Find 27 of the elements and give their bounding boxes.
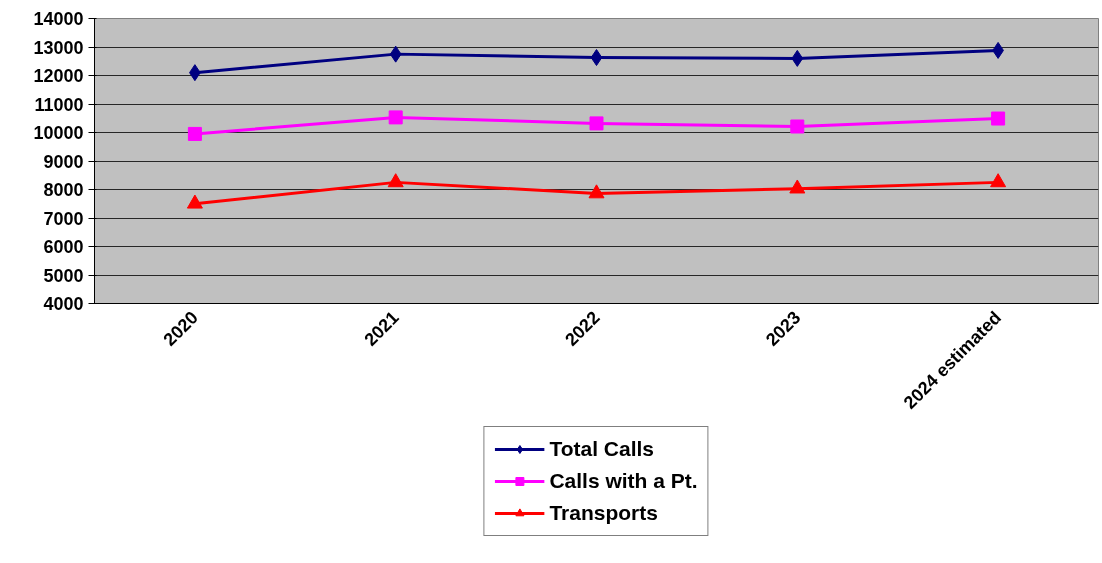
- point: [990, 173, 1007, 188]
- y-tick-label: 4000: [43, 294, 84, 314]
- legend-label: Calls with a Pt.: [549, 469, 698, 493]
- point: [387, 173, 404, 188]
- y-tick-label: 13000: [33, 37, 84, 58]
- legend-label: Total Calls: [549, 437, 655, 461]
- y-tick-label: 7000: [43, 208, 84, 229]
- y-tick-label: 11000: [34, 94, 84, 115]
- point: [991, 111, 1006, 126]
- point: [589, 116, 604, 131]
- y-tick-label: 8000: [43, 180, 84, 200]
- point: [186, 194, 203, 209]
- y-tick-label: 10000: [33, 123, 84, 143]
- y-tick-label: 5000: [43, 265, 84, 286]
- y-tick-label: 14000: [33, 9, 84, 29]
- point: [590, 49, 603, 67]
- point: [790, 119, 805, 134]
- y-tick-label: 6000: [43, 237, 84, 257]
- y-tick-label: 12000: [33, 66, 84, 86]
- point: [187, 126, 202, 141]
- y-tick-label: 9000: [43, 151, 84, 172]
- point: [588, 184, 605, 199]
- point: [388, 110, 403, 125]
- point: [791, 49, 804, 67]
- point: [789, 179, 806, 194]
- point: [389, 45, 402, 63]
- legend-label: Transports: [549, 501, 658, 525]
